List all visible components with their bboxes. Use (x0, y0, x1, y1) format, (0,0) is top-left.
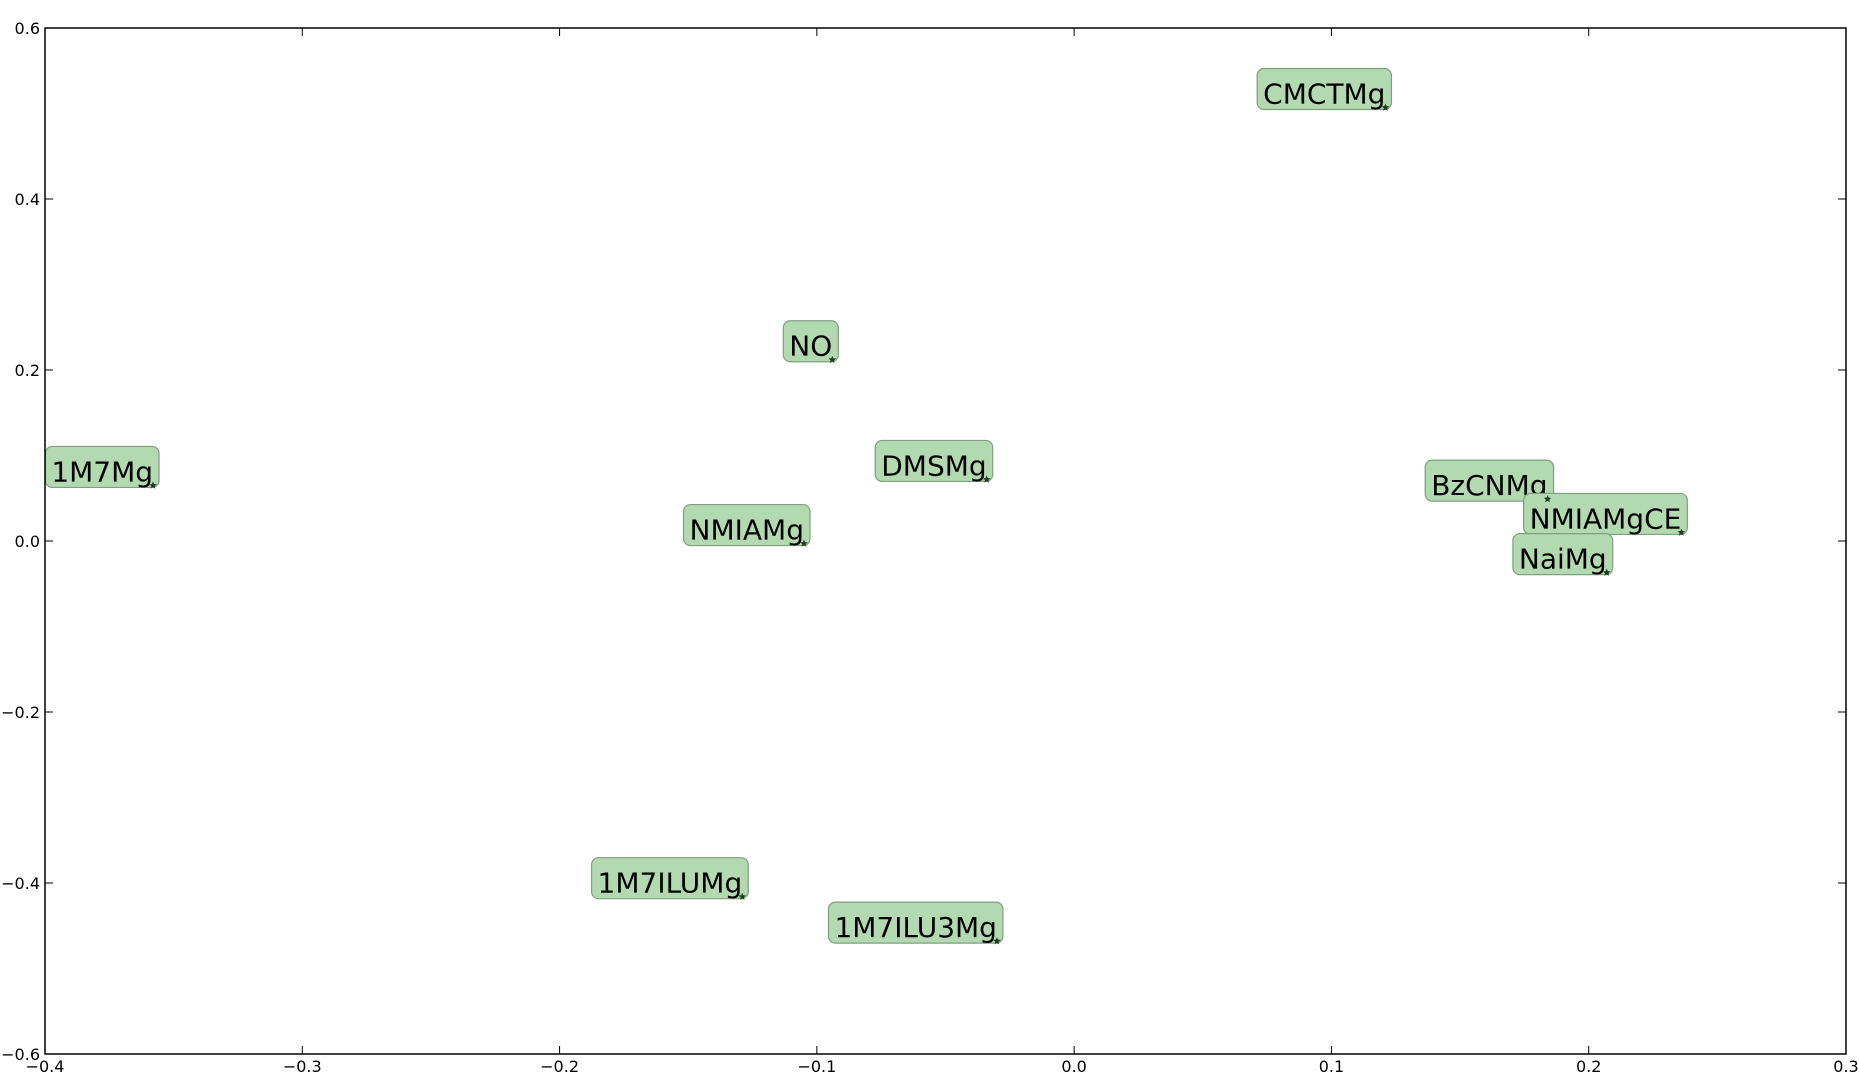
x-tick-label: −0.4 (26, 1057, 65, 1076)
x-tick-label: 0.2 (1576, 1057, 1601, 1076)
point-label-box (782, 320, 839, 363)
point-label-box (874, 439, 994, 483)
point-label: 1M7Mg (51, 455, 153, 488)
y-tick-label: 0.0 (15, 532, 40, 551)
point-label-box (827, 901, 1004, 944)
point-label-box (1256, 67, 1393, 111)
y-tick-label: −0.4 (1, 874, 40, 893)
x-tick-label: −0.2 (540, 1057, 579, 1076)
point-label-box (682, 503, 811, 547)
point-marker (149, 481, 157, 489)
plot-area-frame (44, 27, 1847, 1055)
x-tick-label: −0.1 (797, 1057, 836, 1076)
point-marker (828, 355, 837, 363)
x-tick-label: 0.3 (1833, 1057, 1858, 1076)
point-label-box (590, 857, 749, 900)
point-label-box (1424, 459, 1555, 502)
point-label: CMCTMg (1263, 78, 1385, 111)
point-marker (982, 475, 991, 483)
x-tick-label: −0.3 (283, 1057, 322, 1076)
point-marker (1602, 568, 1611, 576)
point-label: 1M7ILUMg (598, 867, 743, 900)
point-annotation: NMIAMgCE (1523, 492, 1688, 535)
point-marker (1677, 528, 1686, 536)
point-annotation: NaiMg (1512, 533, 1614, 576)
point-annotation: 1M7Mg (44, 445, 160, 488)
point-label-box (1512, 533, 1614, 576)
point-label: DMSMg (881, 449, 986, 482)
point-marker (738, 892, 747, 900)
y-tick-label: 0.6 (15, 19, 40, 38)
point-annotation: 1M7ILU3Mg (827, 901, 1004, 944)
y-tick-label: 0.2 (15, 361, 40, 380)
point-label: NaiMg (1519, 543, 1607, 576)
point-annotation: 1M7ILUMg (590, 857, 749, 900)
point-label: NMIAMgCE (1530, 502, 1682, 535)
point-marker (800, 539, 808, 547)
point-label: NMIAMg (690, 514, 804, 547)
x-tick-label: 0.1 (1319, 1057, 1344, 1076)
x-tick-label: 0.0 (1061, 1057, 1086, 1076)
point-marker (993, 937, 1001, 945)
point-markers-layer (149, 103, 1686, 945)
point-annotation: BzCNMg (1424, 459, 1555, 502)
point-annotation: NO (782, 320, 839, 363)
y-tick-label: −0.2 (1, 703, 40, 722)
point-annotation: CMCTMg (1256, 67, 1393, 111)
ticks-layer: −0.4 −0.3 −0.2 −0.1 0.0 0.1 0.2 0.3−0.6−0.4−0.2… (1, 19, 1859, 1076)
point-marker (1381, 103, 1390, 111)
y-tick-label: −0.6 (1, 1045, 40, 1064)
point-annotation: DMSMg (874, 439, 994, 483)
point-label: NO (789, 330, 832, 363)
point-annotation: NMIAMg (682, 503, 811, 547)
point-label: 1M7ILU3Mg (834, 911, 997, 944)
point-marker (1543, 495, 1552, 503)
y-tick-label: 0.4 (15, 190, 40, 209)
